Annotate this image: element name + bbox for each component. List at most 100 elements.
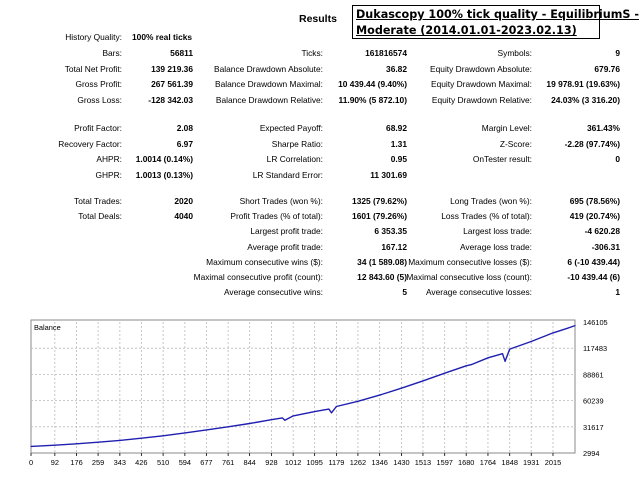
stat-label: Expected Payoff:	[259, 123, 323, 133]
stat-value: 695 (78.56%)	[569, 196, 620, 206]
stat-value: 19 978.91 (19.63%)	[546, 79, 620, 90]
stat-value: 6 353.35	[374, 226, 407, 237]
balance-point	[504, 360, 506, 362]
stat-label: Total Trades:	[74, 196, 122, 206]
balance-point	[162, 435, 164, 437]
x-tick-label: 510	[157, 458, 169, 467]
stat-value: 56811	[170, 47, 193, 58]
balance-point	[487, 357, 489, 359]
chart-title: Balance	[34, 323, 61, 332]
x-tick-label: 844	[243, 458, 255, 467]
stat-value: -10 439.44 (6)	[567, 272, 620, 282]
balance-point	[281, 417, 283, 419]
stat-label: Equity Drawdown Relative:	[431, 95, 532, 106]
stat-label: LR Correlation:	[266, 154, 323, 164]
stat-label: Gross Loss:	[77, 95, 122, 106]
y-tick-label: 31617	[583, 423, 604, 432]
stat-value: 2.08	[176, 123, 193, 133]
stat-value: 5	[402, 287, 407, 298]
balance-point	[465, 365, 467, 367]
balance-point	[501, 353, 504, 355]
x-tick-label: 1346	[371, 458, 387, 467]
stat-value: 1601 (79.26%)	[352, 211, 407, 222]
stat-label: Bars:	[102, 47, 122, 58]
stat-label: Ticks:	[301, 47, 323, 58]
x-tick-label: 176	[70, 458, 82, 467]
x-tick-label: 1513	[415, 458, 431, 467]
stat-value: 267 561.39	[151, 79, 193, 90]
balance-point	[119, 439, 121, 441]
stat-value: 1.0013 (0.13%)	[135, 169, 193, 180]
balance-point	[184, 432, 186, 434]
stat-label: Largest loss trade:	[463, 226, 532, 237]
balance-point	[422, 380, 424, 382]
stat-value: 167.12	[381, 241, 407, 252]
balance-point	[314, 411, 316, 413]
balance-point	[509, 348, 511, 350]
stat-label: Symbols:	[497, 47, 532, 58]
y-tick-label: 88861	[583, 370, 604, 379]
stat-label: AHPR:	[96, 154, 122, 164]
x-tick-label: 1430	[393, 458, 409, 467]
stat-value: 161816574	[365, 47, 407, 58]
y-tick-label: 146105	[583, 318, 608, 327]
balance-point	[284, 419, 286, 421]
balance-point	[54, 444, 56, 446]
stat-value: 1.31	[390, 138, 407, 149]
balance-point	[530, 340, 532, 343]
stat-label: Sharpe Ratio:	[271, 138, 323, 149]
stat-value: 0.95	[390, 154, 407, 164]
stat-value: 361.43%	[586, 123, 620, 133]
stat-label: History Quality:	[65, 32, 122, 42]
x-tick-label: 1012	[285, 458, 301, 467]
banner-line-1: Dukascopy 100% tick quality - Equilibriu…	[356, 8, 639, 21]
stat-label: Balance Drawdown Maximal:	[215, 79, 323, 90]
stat-value: 1	[615, 287, 620, 298]
stat-label: Recovery Factor:	[58, 138, 122, 149]
stat-label: Maximum consecutive losses ($):	[408, 256, 532, 267]
balance-point	[227, 426, 229, 428]
balance-chart: 146105 117483 88861 60239 31617 2994 0 92 176 259…	[29, 318, 608, 467]
stat-value: 6.97	[176, 138, 193, 149]
balance-point	[335, 405, 338, 408]
balance-point	[249, 422, 251, 425]
stat-label: Long Trades (won %):	[450, 196, 532, 206]
x-tick-label: 1680	[458, 458, 474, 467]
balance-point	[470, 363, 472, 366]
x-tick-label: 1179	[328, 458, 344, 467]
stat-label: Balance Drawdown Relative:	[215, 95, 323, 106]
balance-point	[270, 419, 272, 421]
stat-value: 6 (-10 439.44)	[567, 256, 620, 267]
balance-point	[552, 332, 554, 334]
stat-value: -2.28 (97.74%)	[564, 138, 620, 149]
balance-point	[400, 387, 403, 389]
balance-point	[75, 443, 78, 445]
balance-point	[357, 400, 359, 402]
x-tick-label: 2015	[545, 458, 561, 467]
stat-label: Profit Factor:	[74, 123, 122, 133]
balance-point	[574, 324, 576, 327]
stat-label: Average profit trade:	[247, 241, 323, 252]
stat-value: 2020	[174, 196, 193, 206]
stat-value: 68.92	[386, 123, 407, 133]
stat-label: Average consecutive losses:	[426, 287, 532, 298]
stat-value: 36.82	[386, 63, 407, 74]
stat-value: 1.0014 (0.14%)	[135, 154, 193, 164]
x-tick-label: 928	[265, 458, 277, 467]
x-tick-label: 677	[200, 458, 212, 467]
stat-value: 12 843.60 (5)	[357, 272, 407, 282]
x-tick-label: 259	[92, 458, 104, 467]
balance-point	[444, 372, 446, 374]
x-tick-label: 1597	[436, 458, 452, 467]
stat-label: Loss Trades (% of total):	[441, 211, 532, 222]
stat-label: Balance Drawdown Absolute:	[214, 63, 323, 74]
stat-value: 0	[615, 154, 620, 164]
balance-point	[379, 394, 381, 396]
banner-line-2: Moderate (2014.01.01-2023.02.13)	[356, 24, 577, 37]
x-tick-label: 0	[29, 458, 33, 467]
stat-value: 24.03% (3 316.20)	[551, 95, 620, 106]
balance-point	[292, 415, 294, 417]
stat-label: OnTester result:	[472, 154, 532, 164]
balance-point	[328, 408, 330, 410]
stat-label: Maximum consecutive wins ($):	[206, 256, 323, 267]
